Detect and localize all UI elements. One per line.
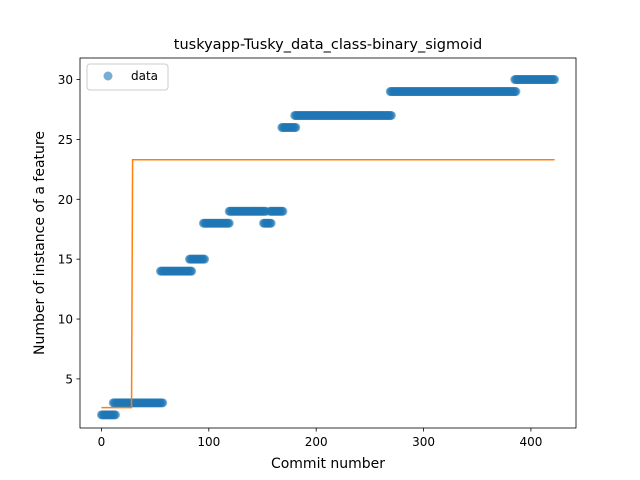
plot-area xyxy=(96,75,560,420)
data-point xyxy=(386,110,396,120)
x-tick-label: 200 xyxy=(305,435,328,449)
y-tick-label: 15 xyxy=(58,253,73,267)
y-tick-label: 30 xyxy=(58,73,73,87)
x-tick-label: 100 xyxy=(197,435,220,449)
data-point xyxy=(110,410,120,420)
data-point xyxy=(224,218,234,228)
legend-box xyxy=(86,63,169,91)
x-axis-label: Commit number xyxy=(271,456,385,472)
axis-ticks: 0 100 200 300 400 5 10 15 20 25 30 xyxy=(58,73,543,449)
y-tick-label: 10 xyxy=(58,313,73,327)
y-tick-label: 25 xyxy=(58,133,73,147)
data-point xyxy=(200,254,210,264)
fit-line xyxy=(101,159,555,409)
x-tick-label: 400 xyxy=(519,435,542,449)
chart-title: tuskyapp-Tusky_data_class-binary_sigmoid xyxy=(174,37,482,53)
legend: data xyxy=(86,63,169,91)
y-tick-label: 5 xyxy=(65,372,73,386)
data-point xyxy=(550,75,560,85)
data-point xyxy=(187,266,197,276)
legend-marker-data xyxy=(103,71,113,81)
legend-label-data: data xyxy=(131,69,158,83)
y-tick-label: 20 xyxy=(58,193,73,207)
data-point xyxy=(266,218,276,228)
x-tick-label: 0 xyxy=(98,435,106,449)
data-point xyxy=(278,206,288,216)
data-point xyxy=(291,122,301,132)
y-axis-label: Number of instance of a feature xyxy=(32,131,48,355)
data-point xyxy=(511,87,521,97)
axes-frame xyxy=(79,57,577,429)
data-point xyxy=(158,398,168,408)
x-tick-label: 300 xyxy=(412,435,435,449)
